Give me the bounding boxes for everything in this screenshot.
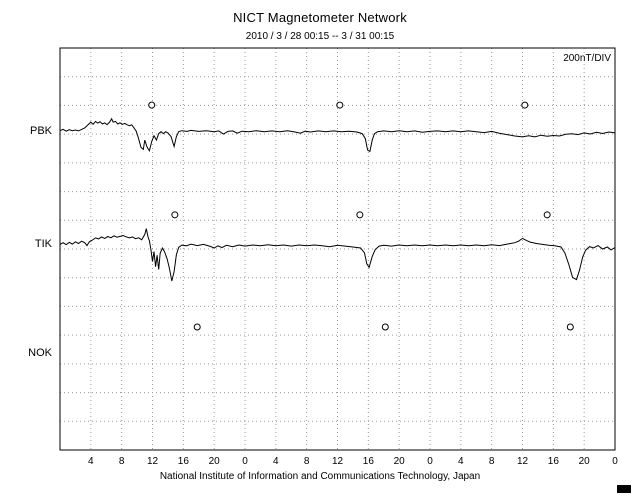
scale-label: 200nT/DIV xyxy=(563,53,611,64)
chart-title: NICT Magnetometer Network xyxy=(233,10,407,25)
station-label-PBK: PBK xyxy=(30,125,53,137)
noon-marker-TIK xyxy=(543,211,551,219)
x-tick-label: 16 xyxy=(363,456,375,467)
x-tick-label: 8 xyxy=(489,456,495,467)
x-tick-label: 4 xyxy=(458,456,464,467)
x-tick-label: 0 xyxy=(427,456,433,467)
trace-TIK xyxy=(59,228,616,282)
x-tick-label: 12 xyxy=(517,456,529,467)
x-tick-label: 0 xyxy=(242,456,248,467)
x-tick-label: 4 xyxy=(88,456,94,467)
footer-text: National Institute of Information and Co… xyxy=(159,471,481,482)
noon-marker-NOK xyxy=(566,323,574,331)
x-tick-label: 20 xyxy=(394,456,406,467)
x-tick-label: 12 xyxy=(332,456,344,467)
x-tick-label: 16 xyxy=(178,456,190,467)
x-tick-label: 4 xyxy=(273,456,279,467)
x-tick-label: 20 xyxy=(209,456,221,467)
screen-artifact xyxy=(617,485,631,493)
plot-border xyxy=(59,47,616,451)
station-label-NOK: NOK xyxy=(28,347,53,359)
x-tick-label: 8 xyxy=(119,456,125,467)
x-tick-label: 16 xyxy=(548,456,560,467)
trace-PBK xyxy=(59,117,616,153)
x-tick-label: 20 xyxy=(579,456,591,467)
chart-subtitle: 2010 / 3 / 28 00:15 -- 3 / 31 00:15 xyxy=(245,31,395,42)
x-tick-label: 12 xyxy=(147,456,159,467)
noon-marker-PBK xyxy=(148,101,156,109)
noon-marker-TIK xyxy=(356,211,364,219)
noon-marker-TIK xyxy=(171,211,179,219)
x-tick-label: 8 xyxy=(304,456,310,467)
noon-marker-PBK xyxy=(336,101,344,109)
noon-marker-NOK xyxy=(193,323,201,331)
noon-marker-NOK xyxy=(381,323,389,331)
x-tick-label: 0 xyxy=(612,456,618,467)
station-label-TIK: TIK xyxy=(35,238,53,250)
noon-marker-PBK xyxy=(521,101,529,109)
